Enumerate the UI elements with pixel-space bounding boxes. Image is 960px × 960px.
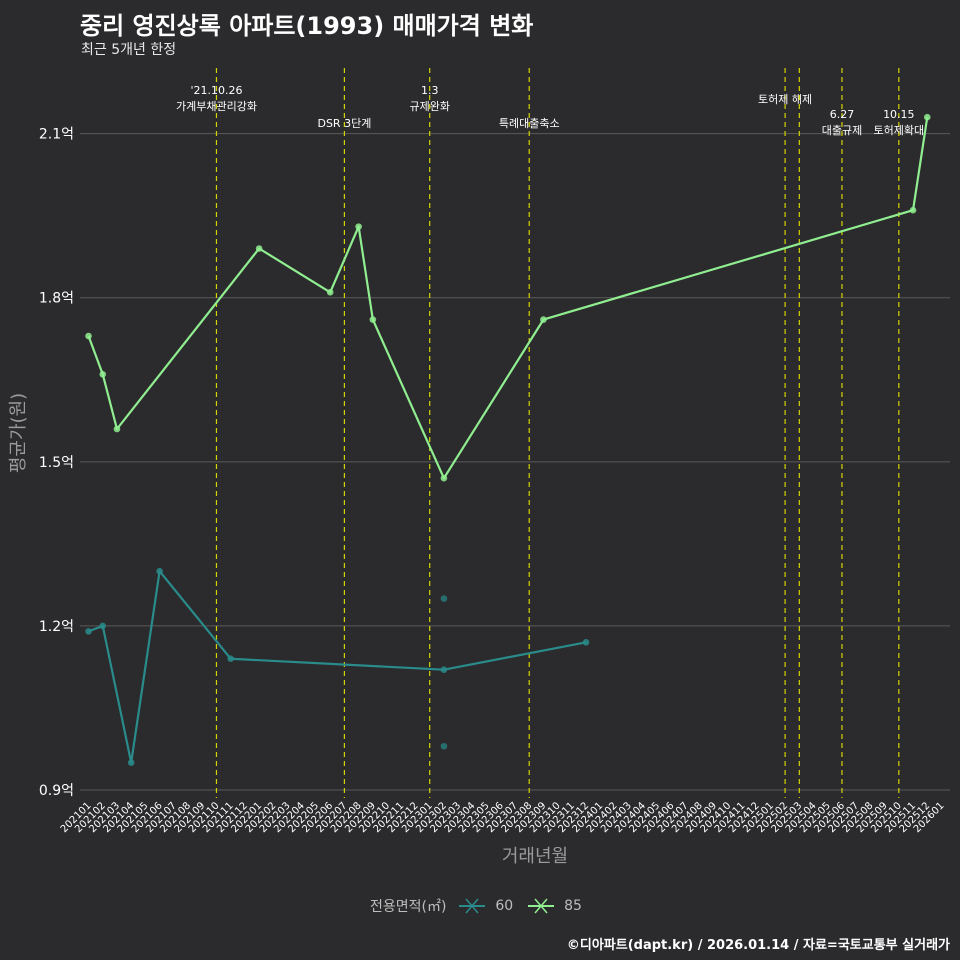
data-point-60	[127, 759, 135, 766]
y-tick-label: 0.9억	[39, 783, 74, 799]
policy-annotation: 1.3	[421, 84, 439, 97]
legend-key-85	[527, 898, 554, 914]
data-point-85	[923, 113, 931, 121]
data-point-85	[355, 223, 362, 230]
legend: 전용면적(㎡) 60 85	[0, 896, 960, 916]
policy-annotation: 규제완화	[409, 100, 449, 113]
y-tick-label: 1.2억	[39, 619, 74, 635]
chart-title: 중리 영진상록 아파트(1993) 매매가격 변화	[80, 12, 534, 40]
legend-label-60: 60	[495, 898, 514, 914]
series-line-60	[88, 570, 587, 764]
policy-annotation: 6.27	[830, 108, 855, 121]
policy-annotation: 특례대출축소	[499, 117, 560, 130]
data-point-60	[85, 628, 92, 635]
policy-annotation: 대출규제	[822, 124, 862, 137]
legend-key-60	[458, 898, 485, 914]
x-axis-title: 거래년월	[502, 846, 568, 867]
policy-annotation: 가계부채관리강화	[176, 100, 257, 113]
data-point-85	[326, 288, 334, 296]
data-point-60	[440, 595, 448, 602]
data-point-85	[369, 316, 377, 323]
data-point-85	[540, 316, 547, 323]
policy-annotation: 10.15	[883, 108, 915, 121]
policy-annotation: 토허제 해제	[758, 92, 812, 106]
data-point-85	[909, 206, 917, 214]
y-tick-label: 1.8억	[39, 291, 74, 307]
y-axis-title: 평균가(원)	[8, 393, 29, 473]
legend-label-85: 85	[564, 898, 582, 914]
data-point-85	[440, 474, 448, 482]
data-point-85	[99, 371, 107, 378]
data-point-85	[85, 332, 92, 340]
policy-annotation: '21.10.26	[190, 84, 242, 97]
policy-annotation: 토허제확대	[874, 124, 925, 137]
chart-subtitle: 최근 5개년 한정	[81, 42, 177, 58]
data-point-85	[113, 425, 121, 433]
data-point-60	[227, 655, 234, 663]
y-tick-label: 2.1억	[39, 127, 74, 143]
data-point-60	[156, 567, 163, 575]
source-caption: ©디아파트(dapt.kr) / 2026.01.14 / 자료=국토교통부 실…	[566, 938, 950, 953]
data-point-60	[582, 639, 590, 646]
data-point-85	[255, 245, 263, 252]
y-tick-label: 1.5억	[39, 455, 74, 471]
data-point-60	[99, 622, 107, 630]
data-point-60	[440, 742, 448, 750]
policy-annotation: DSR 3단계	[317, 117, 371, 130]
legend-title: 전용면적(㎡)	[370, 899, 447, 915]
data-point-60	[440, 666, 448, 673]
